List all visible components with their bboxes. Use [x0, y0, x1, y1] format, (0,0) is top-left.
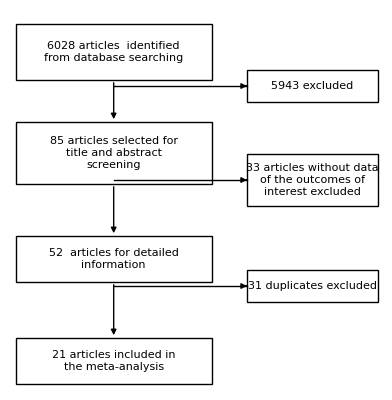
Bar: [16, 122, 212, 184]
Bar: [247, 154, 378, 206]
Bar: [247, 270, 378, 302]
Text: 6028 articles  identified
from database searching: 6028 articles identified from database s…: [44, 41, 183, 63]
Bar: [247, 70, 378, 102]
Text: 33 articles without data
of the outcomes of
interest excluded: 33 articles without data of the outcomes…: [246, 163, 379, 196]
Text: 52  articles for detailed
information: 52 articles for detailed information: [49, 248, 179, 270]
Bar: [16, 338, 212, 384]
Text: 85 articles selected for
title and abstract
screening: 85 articles selected for title and abstr…: [50, 136, 178, 170]
Text: 21 articles included in
the meta-analysis: 21 articles included in the meta-analysi…: [52, 350, 176, 372]
Text: 5943 excluded: 5943 excluded: [272, 81, 354, 91]
Bar: [16, 236, 212, 282]
Text: 31 duplicates excluded: 31 duplicates excluded: [248, 281, 377, 291]
Bar: [16, 24, 212, 80]
